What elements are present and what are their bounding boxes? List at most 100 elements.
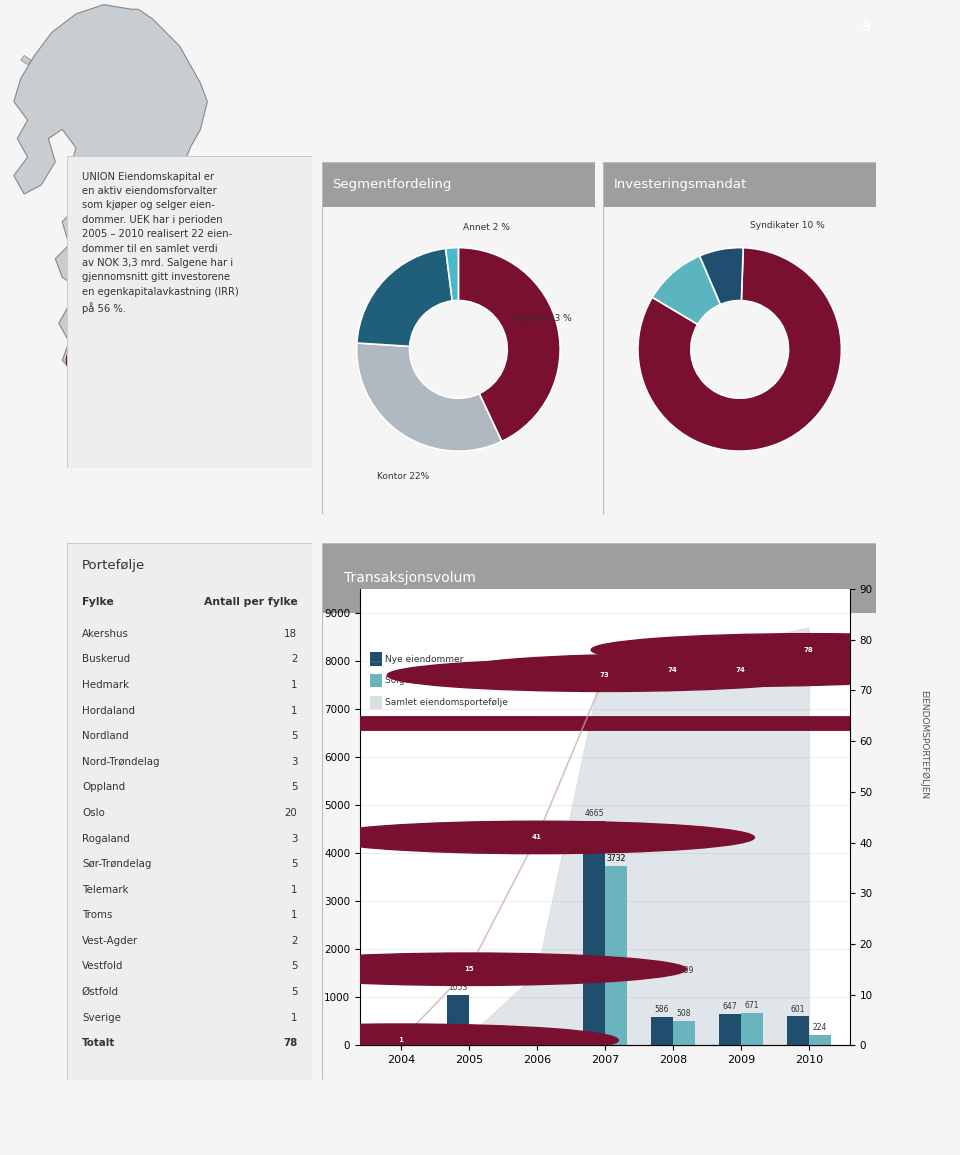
Circle shape [252, 953, 686, 985]
Text: 78: 78 [283, 1038, 298, 1049]
Text: Akershus: Akershus [82, 628, 129, 639]
Text: Totalt: Totalt [82, 1038, 115, 1049]
Text: 63: 63 [475, 1030, 485, 1040]
Text: 1053: 1053 [448, 983, 468, 992]
FancyBboxPatch shape [67, 543, 312, 1080]
Text: 2: 2 [291, 655, 298, 664]
Text: Fylke: Fylke [82, 596, 113, 606]
Circle shape [455, 654, 891, 686]
Text: 78: 78 [804, 647, 814, 653]
Text: 1: 1 [291, 910, 298, 921]
Bar [651, 1018, 673, 1045]
Text: Sverige: Sverige [82, 1013, 121, 1022]
Text: EIENDOMSPORTEFØLJEN: EIENDOMSPORTEFØLJEN [919, 691, 928, 799]
Text: 5: 5 [291, 782, 298, 792]
Text: Portefølje: Portefølje [82, 559, 145, 572]
Circle shape [523, 654, 958, 686]
Circle shape [591, 634, 960, 666]
Text: 1: 1 [291, 706, 298, 716]
Text: 1: 1 [291, 885, 298, 895]
Polygon shape [21, 55, 31, 65]
Text: Oppland: Oppland [82, 782, 125, 792]
Text: Rogaland: Rogaland [82, 834, 130, 843]
Text: 508: 508 [677, 1009, 691, 1018]
Text: 586: 586 [655, 1005, 669, 1014]
Circle shape [66, 348, 85, 373]
Circle shape [183, 1024, 618, 1057]
Text: Sør-Trøndelag: Sør-Trøndelag [82, 859, 152, 869]
Text: 3: 3 [291, 834, 298, 843]
Text: 647: 647 [723, 1003, 737, 1012]
Circle shape [387, 660, 823, 692]
Text: 3732: 3732 [606, 855, 625, 863]
Wedge shape [638, 247, 841, 452]
Text: Segmentfordeling: Segmentfordeling [332, 178, 452, 191]
Text: UNION Eiendomskapital er
en aktiv eiendomsforvalter
som kjøper og selger eien-
d: UNION Eiendomskapital er en aktiv eiendo… [82, 171, 239, 314]
Text: Oslo: Oslo [82, 807, 105, 818]
Text: 601: 601 [791, 1005, 805, 1014]
Text: Antall per fylke: Antall per fylke [204, 596, 298, 606]
Text: 20: 20 [284, 807, 298, 818]
Text: Vest-Agder: Vest-Agder [82, 936, 138, 946]
Text: Nye eiendommer: Nye eiendommer [385, 655, 464, 664]
FancyBboxPatch shape [322, 162, 595, 208]
Wedge shape [445, 247, 459, 301]
Text: Buskerud: Buskerud [82, 655, 130, 664]
Text: Troms: Troms [82, 910, 112, 921]
Text: Nordland: Nordland [82, 731, 129, 742]
Text: Vestfold: Vestfold [82, 961, 123, 971]
Text: Samlet eiendomsportefølje: Samlet eiendomsportefølje [385, 698, 508, 707]
Text: Kontor 22%: Kontor 22% [377, 472, 429, 482]
Text: Investeringsmandat: Investeringsmandat [613, 178, 747, 191]
Circle shape [319, 821, 755, 854]
Text: 4665: 4665 [585, 810, 604, 819]
Text: 41: 41 [532, 834, 541, 841]
Text: 1409: 1409 [674, 966, 693, 975]
Polygon shape [13, 5, 207, 388]
Bar [808, 1035, 830, 1045]
FancyBboxPatch shape [371, 695, 382, 709]
Text: 5: 5 [291, 988, 298, 997]
Text: 74: 74 [736, 668, 746, 673]
Text: 5: 5 [291, 859, 298, 869]
Text: 5: 5 [291, 731, 298, 742]
FancyBboxPatch shape [371, 653, 382, 666]
FancyBboxPatch shape [67, 156, 312, 468]
Text: 63: 63 [521, 1030, 531, 1040]
Bar [537, 1041, 559, 1045]
Wedge shape [700, 247, 743, 305]
Text: Annet 2 %: Annet 2 % [464, 223, 511, 232]
Wedge shape [458, 247, 560, 441]
Text: Transaksjonsvolum: Transaksjonsvolum [344, 571, 475, 584]
Text: 3732: 3732 [606, 855, 625, 863]
Text: 112: 112 [383, 1028, 397, 1037]
Text: 5: 5 [291, 961, 298, 971]
Text: 224: 224 [812, 1022, 827, 1031]
Bar [719, 1014, 741, 1045]
Text: Antall eiendommer: Antall eiendommer [385, 720, 472, 728]
Text: Hordaland: Hordaland [82, 706, 135, 716]
Text: 1: 1 [72, 356, 80, 365]
Text: 3: 3 [291, 757, 298, 767]
Text: 9: 9 [861, 20, 871, 33]
Text: Østfold: Østfold [82, 988, 119, 997]
Text: 73: 73 [600, 672, 610, 678]
Bar [741, 1013, 762, 1045]
Wedge shape [357, 248, 452, 346]
Bar [447, 994, 468, 1045]
Text: 103: 103 [540, 1028, 555, 1037]
FancyBboxPatch shape [371, 675, 382, 687]
Bar [468, 1042, 491, 1045]
Bar [583, 821, 605, 1045]
Text: 18: 18 [284, 628, 298, 639]
Text: 1: 1 [291, 680, 298, 690]
Wedge shape [652, 256, 720, 325]
Text: 2: 2 [291, 936, 298, 946]
Bar [787, 1016, 808, 1045]
Text: Handel 43 %: Handel 43 % [515, 314, 572, 323]
Text: Syndikater 10 %: Syndikater 10 % [750, 221, 825, 230]
Text: 74: 74 [668, 668, 678, 673]
FancyBboxPatch shape [603, 162, 876, 208]
Text: 1: 1 [291, 1013, 298, 1022]
Text: Telemark: Telemark [82, 885, 129, 895]
